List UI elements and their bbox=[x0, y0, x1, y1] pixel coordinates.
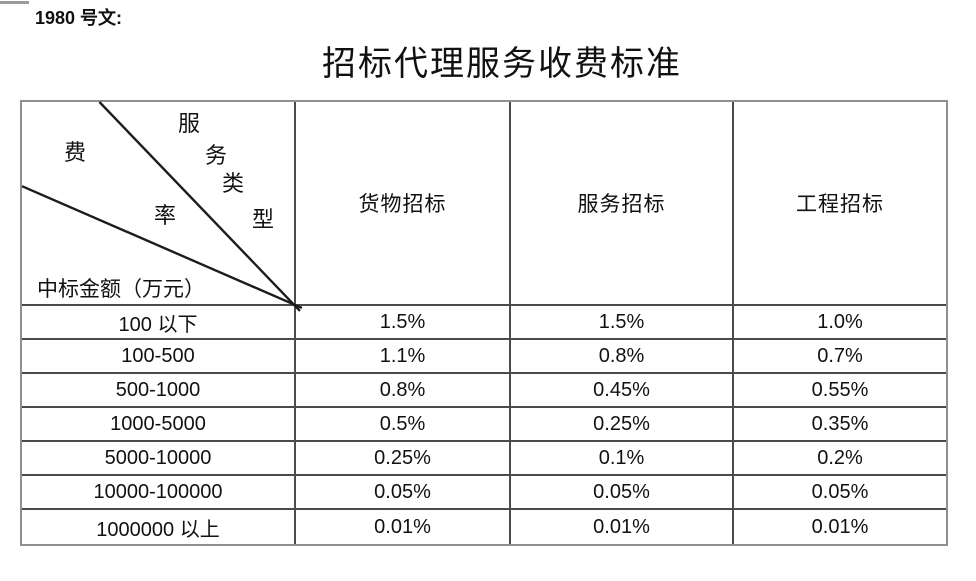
table-row: 1000000 以上 0.01% 0.01% 0.01% bbox=[22, 510, 946, 544]
rate-cell-engineering: 0.55% bbox=[734, 374, 946, 408]
rate-cell-service: 0.1% bbox=[511, 442, 734, 476]
rate-cell-engineering: 0.35% bbox=[734, 408, 946, 442]
corner-label-amount: 中标金额（万元） bbox=[37, 277, 205, 301]
corner-label-service-type-char-3: 类 bbox=[222, 172, 245, 197]
header-row: 费 率 服 务 类 型 中标金额（万元） 货物招标 服务招标 工程招标 bbox=[21, 101, 946, 312]
rate-cell-goods: 1.1% bbox=[296, 340, 511, 374]
corner-label-fee-char: 费 bbox=[64, 141, 87, 166]
amount-cell: 100 以下 bbox=[22, 306, 296, 340]
column-header-engineering: 工程招标 bbox=[734, 102, 946, 306]
rate-cell-service: 0.25% bbox=[511, 408, 734, 442]
rate-cell-engineering: 0.01% bbox=[811, 515, 869, 538]
rate-cell-engineering: 0.2% bbox=[734, 442, 946, 476]
table-row: 100-500 1.1% 0.8% 0.7% bbox=[22, 340, 946, 374]
top-edge-artifact bbox=[0, 1, 29, 4]
rate-cell-service: 0.45% bbox=[511, 374, 734, 408]
rate-cell-engineering: 1.0% bbox=[734, 306, 946, 340]
rate-cell-engineering: 0.05% bbox=[734, 476, 946, 510]
corner-label-service-type-char-1: 服 bbox=[178, 112, 201, 137]
table-row: 1000-5000 0.5% 0.25% 0.35% bbox=[22, 408, 946, 442]
diagonal-divider-lines bbox=[21, 101, 303, 312]
amount-cell: 500-1000 bbox=[22, 374, 296, 408]
rate-cell-goods: 0.05% bbox=[296, 476, 511, 510]
page-title: 招标代理服务收费标准 bbox=[322, 44, 682, 84]
doc-number-label: 1980 号文: bbox=[35, 8, 123, 28]
corner-label-service-type-char-4: 型 bbox=[252, 208, 275, 233]
amount-cell: 100-500 bbox=[22, 340, 296, 374]
amount-cell: 1000-5000 bbox=[22, 408, 296, 442]
rate-cell-goods: 0.8% bbox=[296, 374, 511, 408]
rate-cell-goods: 0.5% bbox=[296, 408, 511, 442]
column-header-service: 服务招标 bbox=[511, 102, 734, 306]
corner-label-rate-char: 率 bbox=[154, 204, 177, 229]
corner-label-service-type-char-2: 务 bbox=[205, 144, 228, 169]
table-row: 100 以下 1.5% 1.5% 1.0% bbox=[22, 306, 946, 340]
rate-cell-service: 0.01% bbox=[511, 510, 734, 544]
table-row: 500-1000 0.8% 0.45% 0.55% bbox=[22, 374, 946, 408]
fee-standard-table: 费 率 服 务 类 型 中标金额（万元） 货物招标 服务招标 工程招标 100 … bbox=[20, 100, 948, 546]
amount-cell: 1000000 以上 bbox=[22, 510, 296, 544]
rate-cell-service: 1.5% bbox=[511, 306, 734, 340]
rate-cell-service: 0.8% bbox=[511, 340, 734, 374]
table-row: 10000-100000 0.05% 0.05% 0.05% bbox=[22, 476, 946, 510]
rate-cell-service: 0.05% bbox=[511, 476, 734, 510]
rate-cell-engineering: 0.7% bbox=[734, 340, 946, 374]
rate-cell-goods: 1.5% bbox=[296, 306, 511, 340]
column-header-goods: 货物招标 bbox=[296, 102, 511, 306]
table-row: 5000-10000 0.25% 0.1% 0.2% bbox=[22, 442, 946, 476]
amount-cell: 5000-10000 bbox=[22, 442, 296, 476]
amount-cell: 10000-100000 bbox=[22, 476, 296, 510]
rate-cell-goods: 0.01% bbox=[296, 510, 511, 544]
table-corner-header: 费 率 服 务 类 型 中标金额（万元） bbox=[21, 101, 303, 312]
rate-cell-goods: 0.25% bbox=[296, 442, 511, 476]
